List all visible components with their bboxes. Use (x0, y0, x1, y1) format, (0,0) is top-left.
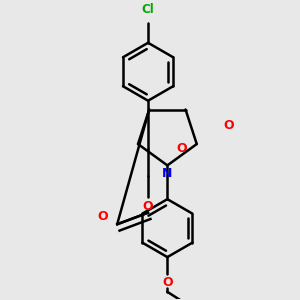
Text: O: O (143, 200, 153, 213)
Text: O: O (98, 210, 108, 223)
Text: O: O (162, 276, 173, 289)
Text: O: O (223, 119, 234, 132)
Text: Cl: Cl (142, 3, 154, 16)
Text: N: N (162, 167, 172, 180)
Text: O: O (176, 142, 187, 155)
